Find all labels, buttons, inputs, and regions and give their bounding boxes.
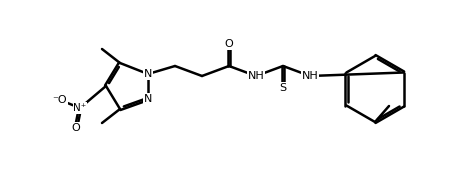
Text: N: N	[144, 94, 152, 104]
Text: O: O	[71, 123, 81, 133]
Text: ⁻O: ⁻O	[53, 95, 67, 105]
Text: NH: NH	[302, 71, 318, 81]
Text: S: S	[279, 83, 287, 93]
Text: N⁺: N⁺	[73, 103, 86, 113]
Text: NH: NH	[248, 71, 264, 81]
Text: N: N	[144, 69, 152, 79]
Text: O: O	[225, 39, 233, 49]
